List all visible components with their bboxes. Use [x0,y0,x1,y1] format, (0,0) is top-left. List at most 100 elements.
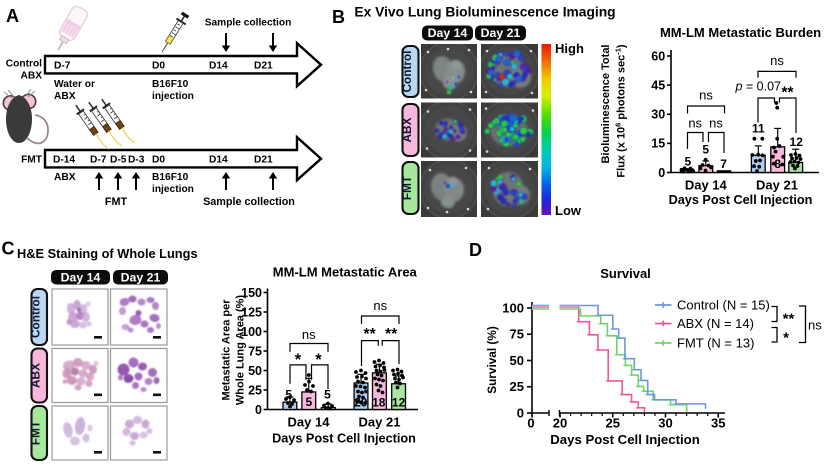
svg-text:ns: ns [770,53,784,68]
svg-text:ns: ns [373,298,387,313]
svg-text:*: * [315,351,322,369]
svg-text:**: ** [385,326,398,343]
svg-text:D-7: D-7 [90,154,107,165]
svg-text:**: ** [364,326,377,343]
svg-text:20: 20 [354,396,368,410]
svg-text:D21: D21 [254,60,273,71]
svg-text:D14: D14 [209,154,228,165]
svg-text:Survival (%): Survival (%) [485,326,499,394]
svg-text:Day 14: Day 14 [428,26,468,40]
svg-text:150: 150 [241,286,262,300]
svg-text:injection: injection [152,184,194,195]
svg-text:ABX: ABX [400,117,414,142]
svg-text:125: 125 [241,305,262,319]
svg-text:Day 21: Day 21 [121,271,161,285]
svg-text:Metastatic Area per: Metastatic Area per [221,299,233,401]
svg-text:Survival: Survival [600,266,651,281]
svg-text:Day 21: Day 21 [481,26,521,40]
svg-text:B16F10: B16F10 [152,172,189,183]
svg-text:45: 45 [651,78,665,92]
svg-text:Bioluminescence Total: Bioluminescence Total [600,45,612,164]
svg-text:25: 25 [510,379,524,394]
svg-text:Water or: Water or [54,79,95,90]
svg-text:Day 14: Day 14 [61,271,101,285]
svg-text:ABX: ABX [54,172,76,183]
svg-text:D-7: D-7 [54,60,71,71]
svg-text:ns: ns [688,116,702,131]
svg-text:D21: D21 [254,154,273,165]
svg-text:12: 12 [392,396,406,410]
svg-text:0: 0 [517,405,524,420]
svg-text:D0: D0 [152,154,165,165]
svg-text:25: 25 [606,416,620,431]
svg-text:Sample collection: Sample collection [205,18,292,29]
svg-text:0: 0 [658,166,665,180]
svg-text:100: 100 [241,325,262,339]
svg-text:ns: ns [302,327,316,342]
svg-text:*: * [783,329,789,346]
svg-text:High: High [555,41,584,56]
svg-text:Control: Control [29,296,43,338]
svg-text:MM-LM Metastatic Burden: MM-LM Metastatic Burden [660,25,821,40]
svg-text:A: A [6,6,19,26]
svg-text:H&E Staining of Whole Lungs: H&E Staining of Whole Lungs [17,246,198,261]
svg-text:**: ** [781,85,794,102]
svg-text:50: 50 [248,364,262,378]
svg-text:8: 8 [774,157,781,171]
svg-text:Low: Low [555,203,582,218]
svg-text:FMT: FMT [105,196,128,208]
svg-text:D0: D0 [152,60,165,71]
svg-text:Day 14: Day 14 [685,178,728,193]
svg-text:Day 14: Day 14 [288,415,331,430]
svg-text:FMT: FMT [400,175,414,200]
svg-text:Control: Control [6,59,42,70]
svg-text:D14: D14 [209,60,228,71]
svg-text:0: 0 [255,403,262,417]
svg-text:0: 0 [527,416,534,431]
svg-text:ns: ns [699,88,713,103]
svg-text:Days Post Cell Injection: Days Post Cell Injection [272,432,416,446]
svg-text:Sample collection: Sample collection [203,196,295,208]
svg-text:30: 30 [651,108,665,122]
svg-text:p = 0.07: p = 0.07 [734,80,781,94]
svg-text:Day 21: Day 21 [756,178,798,193]
svg-text:*: * [295,351,302,369]
svg-text:11: 11 [752,122,765,136]
svg-text:MM-LM Metastatic Area: MM-LM Metastatic Area [273,265,418,280]
svg-text:ABX: ABX [29,363,43,388]
svg-text:D-3: D-3 [128,154,145,165]
svg-text:5: 5 [702,142,709,156]
svg-text:Control: Control [400,51,414,93]
svg-text:Days Post Cell Injection: Days Post Cell Injection [669,193,813,207]
svg-text:50: 50 [510,353,524,368]
svg-text:5: 5 [285,388,292,402]
svg-text:15: 15 [651,137,665,151]
svg-text:Day 21: Day 21 [359,415,401,430]
svg-text:ABX (N = 14): ABX (N = 14) [677,316,754,331]
svg-text:D: D [469,240,482,260]
svg-text:FMT: FMT [29,420,43,445]
svg-text:ABX: ABX [20,71,42,82]
svg-text:ABX: ABX [54,91,76,102]
svg-text:60: 60 [651,49,665,63]
svg-text:Ex Vivo Lung Bioluminescence I: Ex Vivo Lung Bioluminescence Imaging [354,5,615,20]
svg-text:Whole Lung Area (%): Whole Lung Area (%) [235,295,247,406]
svg-text:FMT (N = 13): FMT (N = 13) [677,336,754,351]
svg-text:7: 7 [720,157,727,171]
svg-text:20: 20 [553,416,567,431]
svg-text:D-14: D-14 [53,154,75,165]
svg-text:Control (N = 15): Control (N = 15) [677,298,770,313]
svg-text:B: B [332,7,345,27]
svg-text:C: C [2,239,15,259]
svg-text:18: 18 [372,396,386,410]
svg-text:75: 75 [248,344,262,358]
svg-text:injection: injection [152,91,194,102]
svg-text:5: 5 [305,395,312,409]
svg-text:ns: ns [709,116,723,131]
svg-text:5: 5 [324,388,331,402]
svg-text:**: ** [783,310,795,327]
svg-text:25: 25 [248,383,262,397]
svg-text:75: 75 [510,327,524,342]
svg-text:Days Post Cell Injection: Days Post Cell Injection [550,432,700,447]
svg-text:ns: ns [808,318,822,333]
